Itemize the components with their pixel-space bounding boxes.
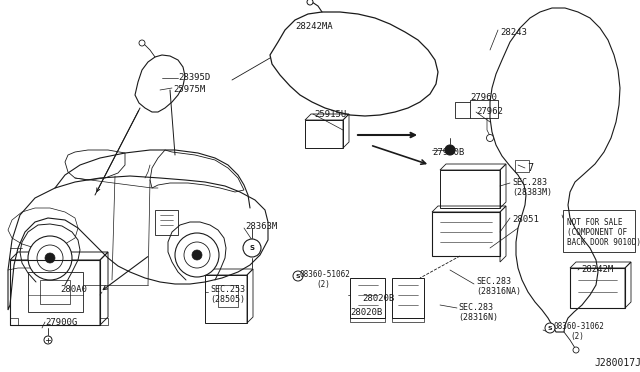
Text: 27900G: 27900G [45,318,77,327]
Text: 08360-51062: 08360-51062 [300,270,351,279]
Circle shape [486,135,493,141]
Bar [570,268,625,308]
Text: 28243: 28243 [500,28,527,37]
Circle shape [192,250,202,260]
Text: 28242MA: 28242MA [295,22,333,31]
Circle shape [37,245,63,271]
Text: (COMPONENT OF: (COMPONENT OF [567,228,627,237]
Text: 25975M: 25975M [173,85,205,94]
Circle shape [139,40,145,46]
Text: 28051: 28051 [512,215,539,224]
Text: BACK DOOR 9010D): BACK DOOR 9010D) [567,238,640,247]
Circle shape [293,271,303,281]
Circle shape [243,239,261,257]
Bar [10,260,100,325]
Bar [218,285,238,307]
Circle shape [45,253,55,263]
Text: S: S [296,273,300,279]
Bar [40,280,70,304]
Text: 08360-31062: 08360-31062 [554,322,605,331]
Circle shape [184,242,210,268]
Text: S: S [548,326,552,330]
Text: 27960: 27960 [470,93,497,102]
Text: 28020B: 28020B [350,308,382,317]
Text: 280A0: 280A0 [60,285,87,294]
Bar [305,120,343,148]
Text: 28020B: 28020B [362,294,394,303]
Text: 28363M: 28363M [245,222,277,231]
Text: 28242M: 28242M [581,265,613,274]
Text: J280017J: J280017J [594,358,640,368]
Text: SEC.283: SEC.283 [512,178,547,187]
Text: SEC.253: SEC.253 [210,285,245,294]
Text: 27962: 27962 [476,107,503,116]
Bar [392,278,424,318]
Text: NOT FOR SALE: NOT FOR SALE [567,218,623,227]
Text: SEC.283: SEC.283 [458,303,493,312]
Circle shape [307,0,313,5]
Circle shape [545,323,555,333]
Bar [515,160,529,172]
Text: (28316N): (28316N) [458,313,498,322]
Text: 25915U: 25915U [314,110,346,119]
Bar [205,275,247,323]
Text: (2): (2) [316,280,330,289]
Bar [350,278,385,318]
Text: S: S [250,245,255,251]
Circle shape [175,233,219,277]
Circle shape [44,336,52,344]
Text: 28395D: 28395D [178,73,211,82]
Text: (28383M): (28383M) [512,188,552,197]
Bar [440,170,500,208]
Circle shape [573,347,579,353]
Bar [432,212,500,256]
Text: SEC.283: SEC.283 [476,277,511,286]
Text: (28505): (28505) [210,295,245,304]
Bar [28,272,83,312]
Text: (2): (2) [570,332,584,341]
Circle shape [445,145,455,155]
Circle shape [28,236,72,280]
Text: 7: 7 [527,163,533,173]
Text: (28316NA): (28316NA) [476,287,521,296]
Text: 27960B: 27960B [432,148,464,157]
Bar [563,210,635,252]
